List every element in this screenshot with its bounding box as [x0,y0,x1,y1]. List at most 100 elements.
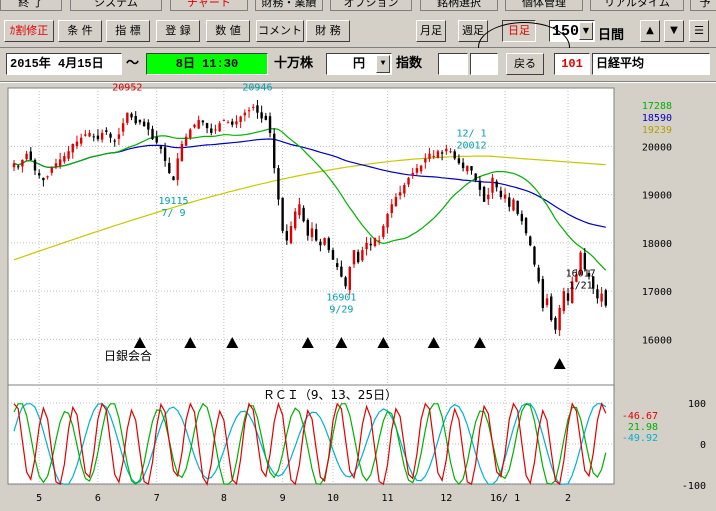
boj-triangle-icon [473,337,486,348]
candle-body [231,121,234,125]
stock-code-field[interactable]: 101 [554,53,590,75]
blank-field-1 [438,53,468,75]
candle-body [54,163,58,168]
menu-tab-5[interactable]: 銘柄選択 [420,0,498,11]
candle-body [113,140,116,142]
candle-body [562,291,566,312]
scroll-up-button[interactable]: ▲ [640,20,660,42]
candle-body [365,242,368,250]
blank-field-2 [470,53,498,75]
split-adjust-button[interactable]: ｶ割修正 [4,20,54,42]
start-date-field[interactable]: 2015年 4月15日 [6,53,122,75]
candle-body [520,213,524,222]
candle-body [545,298,549,305]
candle-body [524,217,528,234]
candle-body [226,122,230,124]
candle-body [516,200,519,214]
chevron-down-icon[interactable]: ▼ [376,55,390,73]
candle-body [331,250,335,260]
candle-body [42,177,45,181]
candle-body [575,274,578,282]
ma-value-label: 17288 [642,101,672,112]
candle-body [33,159,37,171]
rci-tick-label: 0 [700,440,706,451]
candle-body [189,129,192,138]
extreme-label-line2: 7/ 9 [161,208,185,219]
candle-body [109,133,112,138]
conditions-button[interactable]: 条 件 [58,20,102,42]
candle-body [314,229,318,241]
candle-body [268,116,272,133]
price-chart[interactable]: 20000190001800017000160001000-1006/24209… [0,83,716,511]
price-tick-label: 17000 [642,287,672,298]
financials-button[interactable]: 財 務 [306,20,350,42]
candle-body [361,250,364,261]
menu-tab-7[interactable]: リアルタイム [590,0,684,11]
ma-short-line [13,127,607,271]
candle-body [491,177,494,193]
menu-tab-0[interactable]: 終 了 [0,0,62,11]
candle-body [554,317,557,330]
menu-tab-4[interactable]: オプション [330,0,412,11]
monthly-button[interactable]: 月足 [416,20,446,42]
candle-body [466,165,469,172]
candle-body [243,112,247,116]
candle-body [277,168,280,200]
chevron-down-icon[interactable]: ▼ [579,22,593,40]
menu-tab-6[interactable]: 個体管理 [505,0,583,11]
menu-tab-1[interactable]: システム [70,0,162,11]
price-tick-label: 16000 [642,335,672,346]
candle-body [197,119,200,129]
candle-body [159,146,163,149]
candle-body [386,213,389,228]
candle-body [121,123,125,132]
x-tick-label: 10 [327,493,339,504]
candle-body [583,252,587,270]
candle-body [155,136,158,143]
candle-body [382,226,385,237]
candle-body [398,192,402,196]
candle-body [407,177,410,185]
menu-tab-2[interactable]: チャート [170,0,248,11]
candle-body [75,141,79,147]
candle-body [436,151,440,159]
extreme-label-line1: 12/ 1 [456,129,486,140]
candle-body [239,116,242,122]
menu-tab-3[interactable]: 財務・業績 [255,0,323,11]
candle-body [457,158,461,164]
candle-body [596,289,599,299]
candle-body [445,148,448,152]
currency-select[interactable]: 円 ▼ [326,53,392,75]
candle-body [50,167,53,173]
status-bar: 2015年 4月15日 〜 8日 11:30 十万株 円 ▼ 指数 戻る 101… [0,48,716,82]
candle-body [134,116,137,124]
candle-body [273,133,276,169]
back-button[interactable]: 戻る [506,53,544,75]
candle-body [96,135,100,140]
menu-icon[interactable]: ☰ [689,20,709,42]
values-button[interactable]: 数 値 [206,20,250,42]
boj-triangle-icon [335,337,348,348]
candle-body [12,163,16,168]
extreme-label-line2: 20946 [242,83,272,94]
menu-tab-8[interactable]: 予 [690,0,716,11]
candle-body [415,168,419,173]
candle-body [482,186,486,202]
candle-body [252,106,255,108]
candle-body [201,120,205,123]
candle-body [352,250,356,265]
top-menu-bar: 終 了システム チャート 財務・業績 オプション 銘柄選択 個体管理 リアルタイム予 [0,0,716,12]
candle-body [63,156,66,162]
boj-triangle-icon [427,337,440,348]
candle-body [117,134,121,139]
comment-button[interactable]: コメント [256,20,304,42]
candle-body [130,113,133,118]
scroll-down-button[interactable]: ▼ [664,20,684,42]
rci-value-label: 21.98 [628,422,658,433]
rci-value-label: -49.92 [622,433,658,444]
register-button[interactable]: 登 録 [156,20,200,42]
candle-body [84,134,87,136]
candle-body [474,173,477,181]
indicators-button[interactable]: 指 標 [106,20,150,42]
ma-value-label: 18590 [642,113,672,124]
